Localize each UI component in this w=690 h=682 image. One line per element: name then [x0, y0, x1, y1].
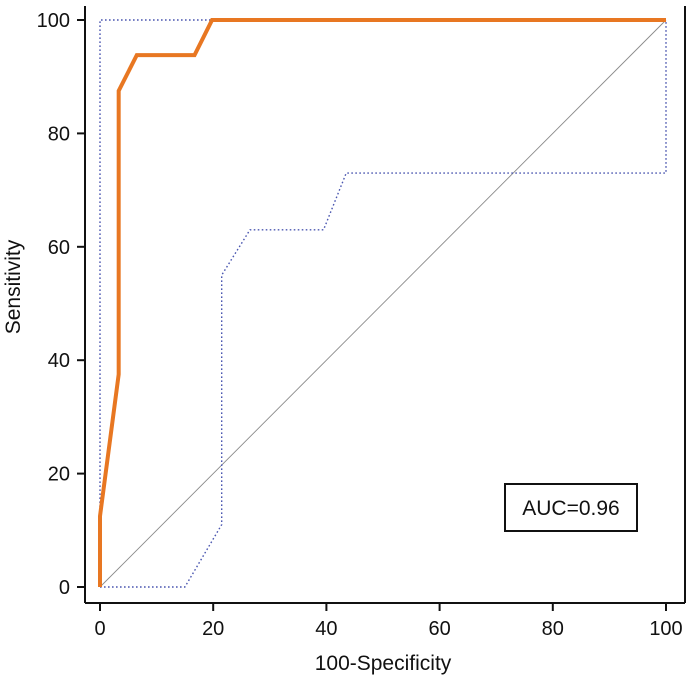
x-tick-label: 60: [428, 618, 450, 640]
y-tick-label: 40: [48, 350, 70, 372]
x-axis-ticks: 0 20 40 60 80 100: [94, 603, 683, 640]
x-tick-label: 40: [315, 618, 337, 640]
y-axis-label: Sensitivity: [2, 239, 25, 334]
plot-frame: [84, 6, 686, 604]
y-tick-label: 80: [48, 123, 70, 145]
y-tick-label: 60: [48, 237, 70, 259]
x-tick-label: 80: [542, 618, 564, 640]
x-tick-label: 100: [649, 618, 682, 640]
x-axis-label: 100-Specificity: [315, 652, 452, 675]
series-layer: [98, 18, 667, 588]
y-tick-label: 20: [48, 464, 70, 486]
roc-curve-line: [98, 18, 666, 587]
y-tick-label: 100: [37, 10, 70, 32]
x-tick-label: 0: [94, 618, 105, 640]
x-tick-label: 20: [202, 618, 224, 640]
confidence-lower-line: [100, 20, 667, 588]
reference-diagonal-line: [99, 19, 667, 588]
y-axis-ticks: 0 20 40 60 80 100: [37, 10, 85, 599]
y-tick-label: 0: [59, 577, 70, 599]
auc-annotation-box: AUC=0.96: [504, 483, 638, 532]
auc-label: AUC=0.96: [522, 497, 619, 520]
auc-box-border: [504, 483, 638, 532]
